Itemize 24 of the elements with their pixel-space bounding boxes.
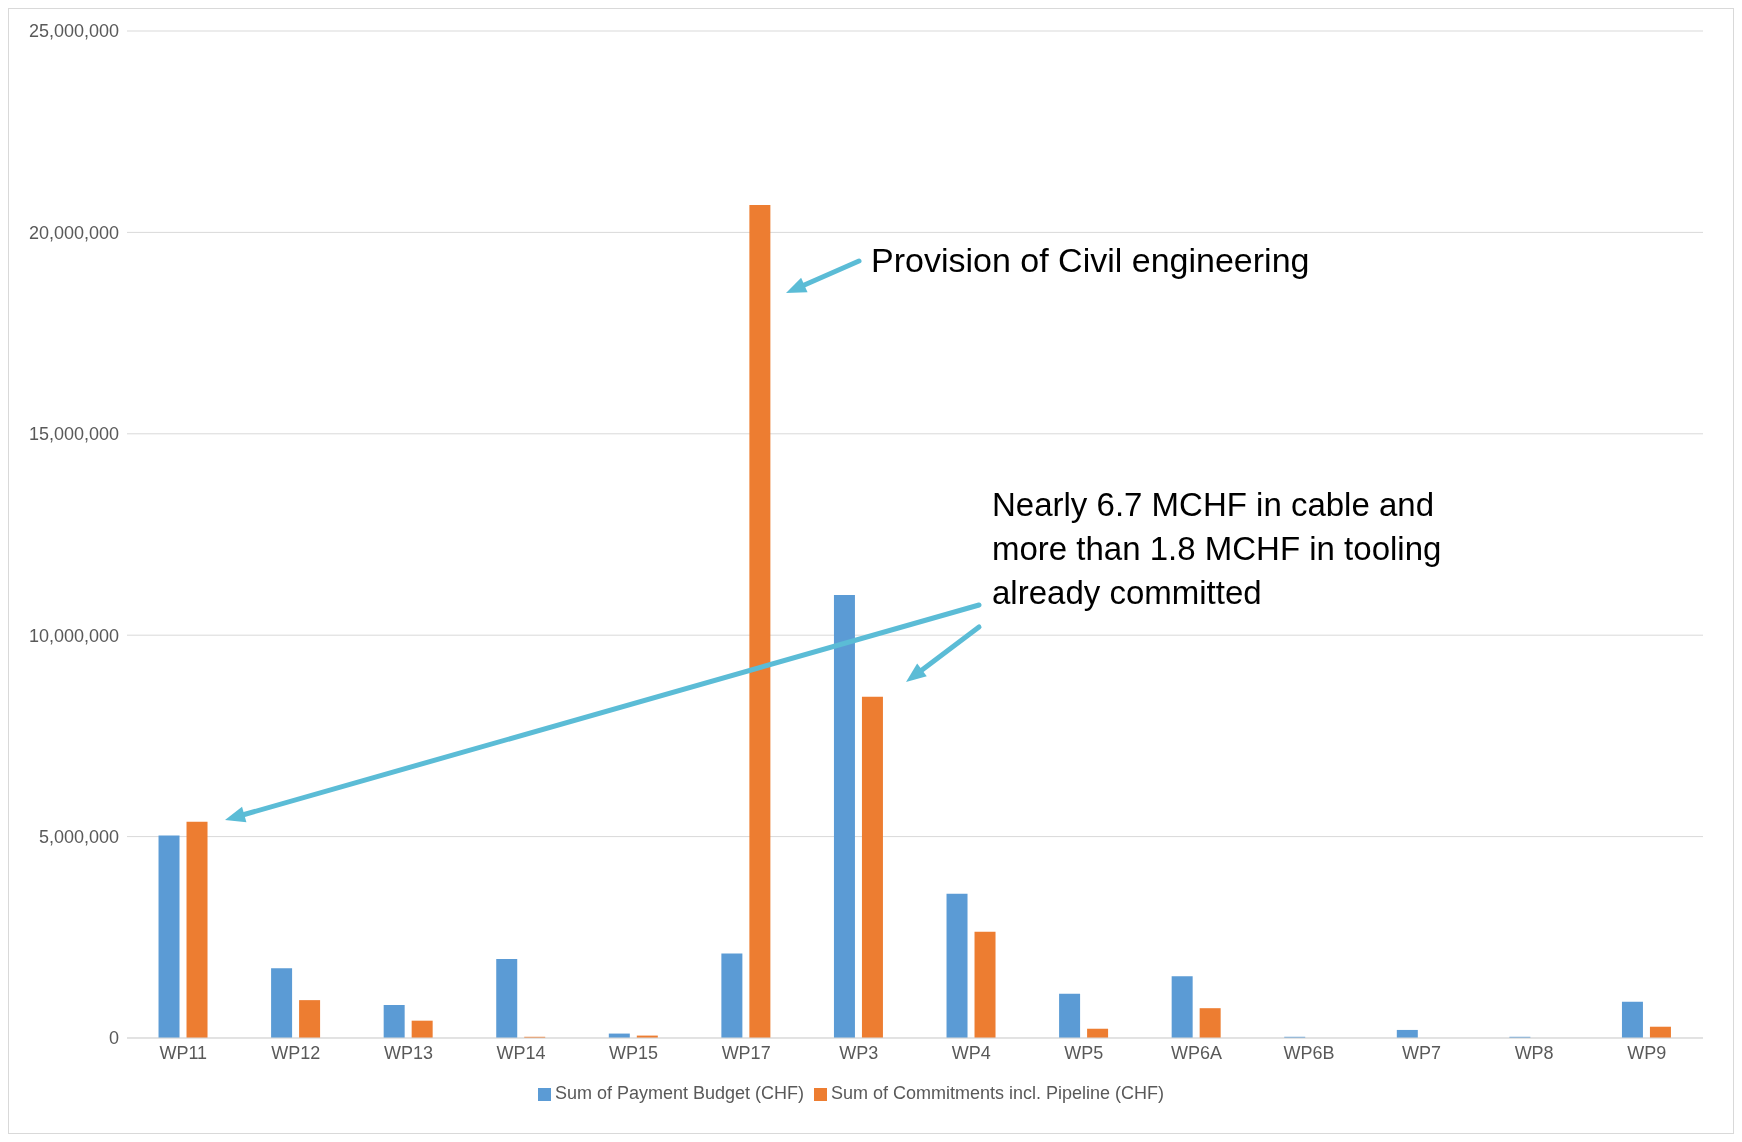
y-tick-label: 10,000,000	[28, 625, 119, 646]
x-tick-label: WP8	[1514, 1042, 1554, 1063]
x-tick-label: WP12	[271, 1042, 321, 1063]
x-tick-label: WP4	[951, 1042, 991, 1063]
y-tick-label: 25,000,000	[28, 21, 119, 42]
y-tick-label: 15,000,000	[28, 424, 119, 445]
x-tick-label: WP17	[721, 1042, 771, 1063]
y-tick-label: 20,000,000	[28, 222, 119, 243]
x-tick-label: WP11	[159, 1042, 208, 1063]
x-tick-label: WP5	[1064, 1042, 1104, 1063]
annotation: Nearly 6.7 MCHF in cable and more than 1.8 MCHF in tooling already committed	[992, 485, 1443, 613]
annotation: Provision of Civil engineering	[871, 241, 1310, 280]
x-tick-label: WP6B	[1283, 1042, 1335, 1063]
x-tick-label: WP9	[1627, 1042, 1667, 1063]
y-tick-label: 5,000,000	[38, 826, 119, 847]
x-tick-label: WP14	[496, 1042, 546, 1063]
x-tick-label: WP3	[839, 1042, 879, 1063]
x-tick-label: WP13	[383, 1042, 433, 1063]
x-tick-label: WP7	[1402, 1042, 1442, 1063]
x-tick-label: WP15	[609, 1042, 659, 1063]
y-tick-label: 0	[108, 1028, 119, 1049]
legend-label: Sum of Commitments incl. Pipeline (CHF)	[831, 1083, 1165, 1103]
x-tick-label: WP6A	[1170, 1042, 1222, 1063]
legend-label: Sum of Payment Budget (CHF)	[554, 1083, 804, 1103]
